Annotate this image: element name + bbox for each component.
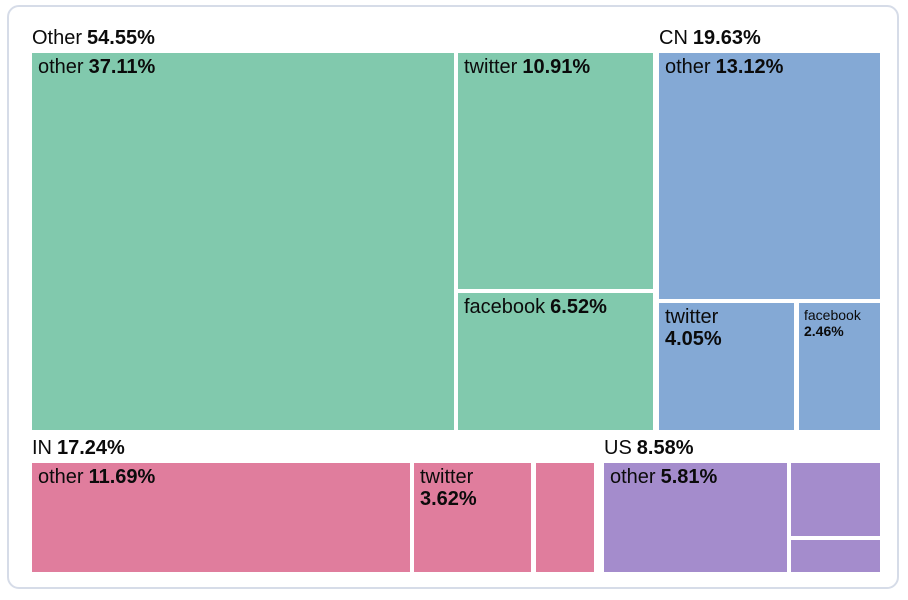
- group-percent: 17.24%: [57, 437, 125, 459]
- treemap-cell-cn-twitter[interactable]: twitter 4.05%: [659, 303, 794, 430]
- group-name: US: [604, 437, 632, 459]
- treemap-cell-other-facebook[interactable]: facebook 6.52%: [458, 293, 653, 430]
- cell-percent: 37.11%: [88, 56, 156, 78]
- cell-percent: 11.69%: [88, 466, 156, 488]
- cell-name: facebook: [804, 307, 861, 323]
- cell-percent: 10.91%: [522, 56, 591, 78]
- treemap-cell-us-unlabeled-2[interactable]: [791, 540, 880, 572]
- treemap-cell-us-unlabeled-1[interactable]: [791, 463, 880, 536]
- cell-name: other: [38, 56, 84, 78]
- cell-percent: 5.81%: [660, 466, 718, 488]
- group-name: CN: [659, 27, 688, 49]
- cell-percent: 13.12%: [715, 56, 784, 78]
- cell-percent: 2.46%: [804, 323, 844, 339]
- cell-name: twitter: [420, 466, 474, 488]
- cell-name: other: [38, 466, 84, 488]
- treemap-cell-other-twitter[interactable]: twitter 10.91%: [458, 53, 653, 289]
- cell-name: twitter: [665, 306, 719, 328]
- group-label-other: Other 54.55%: [32, 27, 155, 49]
- cell-name: other: [665, 56, 711, 78]
- cell-name: other: [610, 466, 656, 488]
- cell-percent: 3.62%: [420, 488, 477, 510]
- treemap-cell-other-other[interactable]: other 37.11%: [32, 53, 454, 430]
- treemap-cell-in-twitter[interactable]: twitter 3.62%: [414, 463, 531, 572]
- treemap-cell-in-unlabeled[interactable]: [536, 463, 594, 572]
- treemap-cell-in-other[interactable]: other 11.69%: [32, 463, 410, 572]
- group-percent: 54.55%: [87, 27, 155, 49]
- group-name: Other: [32, 27, 83, 49]
- group-label-in: IN 17.24%: [32, 437, 125, 459]
- cell-percent: 6.52%: [550, 296, 607, 318]
- treemap-cell-us-other[interactable]: other 5.81%: [604, 463, 787, 572]
- cell-percent: 4.05%: [665, 328, 722, 350]
- treemap-cell-cn-other[interactable]: other 13.12%: [659, 53, 880, 299]
- cell-name: twitter: [464, 56, 518, 78]
- group-name: IN: [32, 437, 52, 459]
- treemap-cell-cn-facebook[interactable]: facebook 2.46%: [799, 303, 880, 430]
- group-percent: 8.58%: [636, 437, 694, 459]
- group-label-us: US 8.58%: [604, 437, 694, 459]
- group-label-cn: CN 19.63%: [659, 27, 761, 49]
- cell-name: facebook: [464, 296, 546, 318]
- group-percent: 19.63%: [692, 27, 761, 49]
